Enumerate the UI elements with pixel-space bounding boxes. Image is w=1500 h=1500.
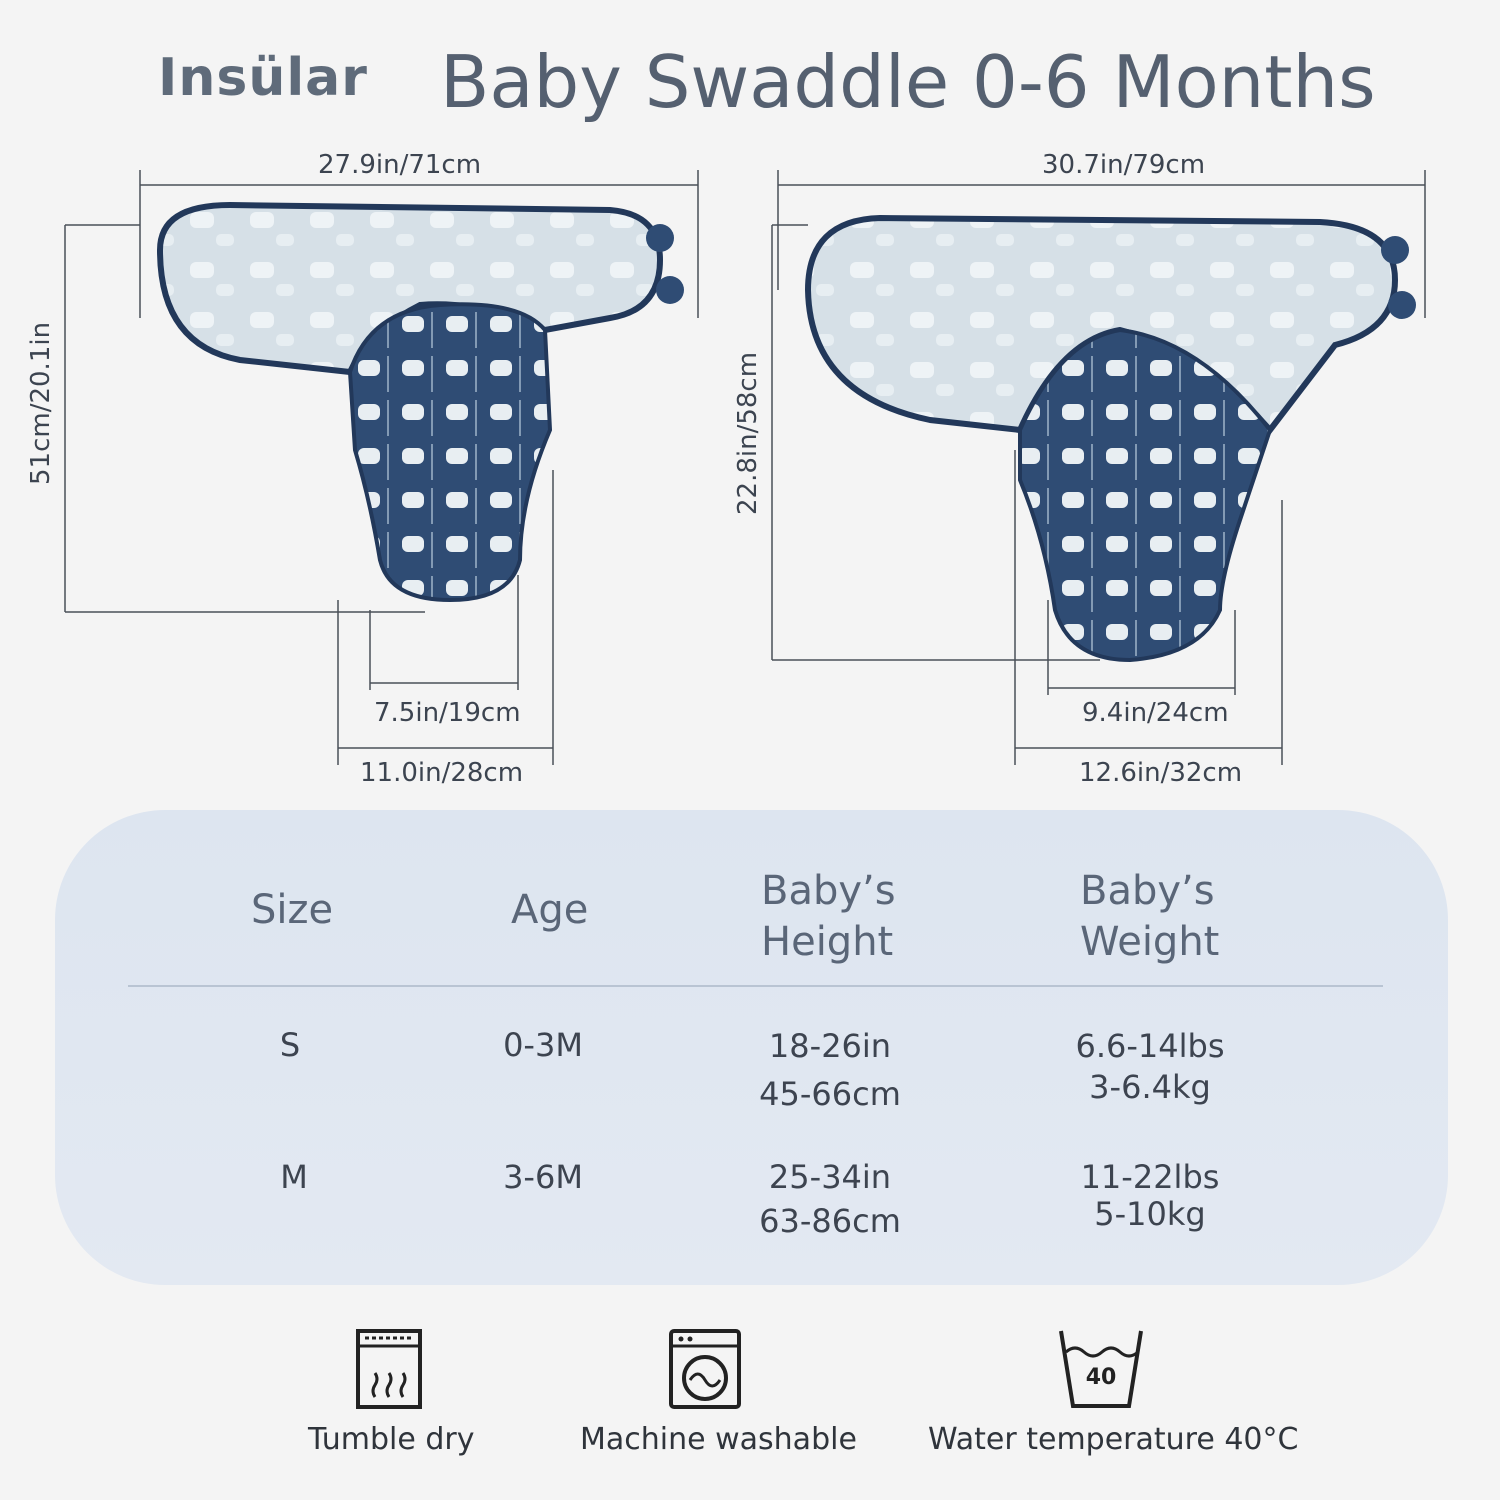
small-bottom-inner-label: 7.5in/19cm bbox=[374, 698, 521, 728]
row-s-weight-lbs: 6.6-14lbs bbox=[1075, 1027, 1225, 1065]
header-weight-line1: Baby’s bbox=[1080, 868, 1215, 914]
row-s-size: S bbox=[279, 1026, 301, 1064]
small-width-label: 27.9in/71cm bbox=[318, 150, 482, 180]
header-size: Size bbox=[251, 887, 334, 933]
swaddle-illustration bbox=[64, 170, 1426, 765]
large-width-label: 30.7in/79cm bbox=[1042, 150, 1206, 180]
tumble-dry-label: Tumble dry bbox=[308, 1422, 475, 1457]
row-m-age: 3-6M bbox=[503, 1158, 583, 1196]
large-height-label: 22.8in/58cm bbox=[733, 351, 763, 515]
brand-logo: Insülar bbox=[158, 48, 368, 108]
row-s-height-in: 18-26in bbox=[768, 1027, 892, 1065]
header-weight-line2: Weight bbox=[1080, 919, 1220, 965]
large-bottom-outer-label: 12.6in/32cm bbox=[1079, 758, 1243, 788]
row-s-height-cm: 45-66cm bbox=[759, 1075, 901, 1113]
row-m-height-cm: 63-86cm bbox=[759, 1202, 901, 1240]
row-s-age: 0-3M bbox=[503, 1026, 583, 1064]
row-s-weight-kg: 3-6.4kg bbox=[1089, 1068, 1211, 1106]
size-chart-panel bbox=[55, 810, 1448, 1285]
small-swaddle bbox=[156, 201, 684, 603]
machine-washable-label: Machine washable bbox=[580, 1422, 857, 1457]
table-divider bbox=[128, 985, 1383, 987]
row-m-weight-kg: 5-10kg bbox=[1094, 1195, 1206, 1233]
small-bottom-outer-label: 11.0in/28cm bbox=[360, 758, 524, 788]
small-height-label: 51cm/20.1in bbox=[26, 321, 56, 485]
row-m-weight-lbs: 11-22lbs bbox=[1080, 1158, 1220, 1196]
large-bottom-inner-label: 9.4in/24cm bbox=[1082, 698, 1229, 728]
page-title: Baby Swaddle 0-6 Months bbox=[440, 40, 1376, 124]
large-swaddle bbox=[804, 214, 1416, 663]
row-m-size: M bbox=[280, 1158, 308, 1196]
wash-tub-40-icon: 40 bbox=[1058, 1328, 1144, 1410]
washing-machine-icon bbox=[668, 1328, 742, 1410]
header-age: Age bbox=[511, 887, 589, 933]
tumble-dry-icon bbox=[355, 1328, 423, 1410]
water-temperature-label: Water temperature 40°C bbox=[928, 1422, 1299, 1457]
wash-temp-value: 40 bbox=[1086, 1365, 1117, 1390]
header-height-line2: Height bbox=[761, 919, 894, 965]
header-height-line1: Baby’s bbox=[761, 868, 896, 914]
row-m-height-in: 25-34in bbox=[768, 1158, 892, 1196]
